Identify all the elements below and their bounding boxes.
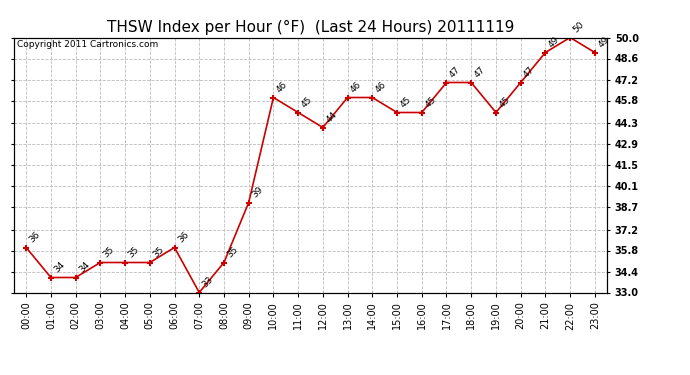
Text: 49: 49 (546, 35, 561, 50)
Text: 46: 46 (275, 80, 289, 95)
Text: 46: 46 (374, 80, 388, 95)
Text: 39: 39 (250, 185, 264, 200)
Text: 44: 44 (324, 110, 339, 125)
Text: 47: 47 (473, 65, 487, 80)
Text: 35: 35 (226, 245, 240, 260)
Title: THSW Index per Hour (°F)  (Last 24 Hours) 20111119: THSW Index per Hour (°F) (Last 24 Hours)… (107, 20, 514, 35)
Text: 45: 45 (398, 95, 413, 110)
Text: 33: 33 (201, 275, 215, 290)
Text: Copyright 2011 Cartronics.com: Copyright 2011 Cartronics.com (17, 40, 158, 49)
Text: 45: 45 (423, 95, 437, 110)
Text: 34: 34 (77, 260, 91, 275)
Text: 35: 35 (151, 245, 166, 260)
Text: 35: 35 (126, 245, 141, 260)
Text: 45: 45 (299, 95, 314, 110)
Text: 36: 36 (176, 230, 190, 245)
Text: 47: 47 (448, 65, 462, 80)
Text: 45: 45 (497, 95, 512, 110)
Text: 50: 50 (571, 20, 586, 35)
Text: 34: 34 (52, 260, 67, 275)
Text: 46: 46 (349, 80, 364, 95)
Text: 49: 49 (596, 35, 611, 50)
Text: 47: 47 (522, 65, 536, 80)
Text: 35: 35 (101, 245, 116, 260)
Text: 36: 36 (28, 230, 42, 245)
